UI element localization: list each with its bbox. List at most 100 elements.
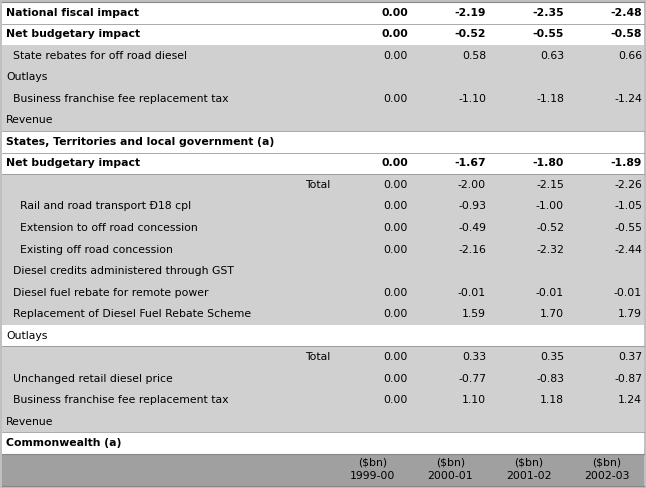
Bar (2, 260, 644, 282)
Bar (2, 23, 644, 45)
Bar (2, 153, 644, 174)
Bar (2, 454, 644, 486)
Bar (2, 174, 644, 196)
Text: Diesel credits administered through GST: Diesel credits administered through GST (6, 266, 234, 276)
Bar (2, 239, 644, 260)
Text: -0.52: -0.52 (455, 29, 486, 40)
Text: 1.18: 1.18 (540, 395, 564, 405)
Bar (2, 346, 644, 368)
Text: 0.00: 0.00 (384, 352, 408, 362)
Text: -2.48: -2.48 (610, 8, 642, 18)
Text: -2.32: -2.32 (536, 244, 564, 255)
Text: Commonwealth (a): Commonwealth (a) (6, 438, 121, 448)
Text: 0.00: 0.00 (384, 374, 408, 384)
Bar (2, 304, 644, 325)
Text: -0.01: -0.01 (458, 287, 486, 298)
Text: -2.16: -2.16 (458, 244, 486, 255)
Text: Diesel fuel rebate for remote power: Diesel fuel rebate for remote power (6, 287, 209, 298)
Text: States, Territories and local government (a): States, Territories and local government… (6, 137, 275, 147)
Text: Outlays: Outlays (6, 330, 47, 341)
Text: 0.35: 0.35 (540, 352, 564, 362)
Text: Replacement of Diesel Fuel Rebate Scheme: Replacement of Diesel Fuel Rebate Scheme (6, 309, 251, 319)
Text: 2002-03: 2002-03 (584, 471, 629, 481)
Text: 1999-00: 1999-00 (350, 471, 395, 481)
Bar (2, 88, 644, 110)
Text: 0.33: 0.33 (462, 352, 486, 362)
Text: -1.18: -1.18 (536, 94, 564, 104)
Text: Existing off road concession: Existing off road concession (6, 244, 173, 255)
Text: ($bn): ($bn) (436, 458, 465, 468)
Bar (2, 196, 644, 217)
Text: ($bn): ($bn) (358, 458, 387, 468)
Text: 1.24: 1.24 (618, 395, 642, 405)
Text: -0.55: -0.55 (614, 223, 642, 233)
Text: 0.58: 0.58 (462, 51, 486, 61)
Text: -1.10: -1.10 (458, 94, 486, 104)
Text: -1.67: -1.67 (454, 159, 486, 168)
Text: 0.63: 0.63 (540, 51, 564, 61)
Bar (2, 110, 644, 131)
Text: -0.77: -0.77 (458, 374, 486, 384)
Text: Net budgetary impact: Net budgetary impact (6, 159, 140, 168)
Text: Extension to off road concession: Extension to off road concession (6, 223, 198, 233)
Bar (2, 368, 644, 389)
Bar (2, 45, 644, 66)
Bar (2, 325, 644, 346)
Text: 0.00: 0.00 (384, 395, 408, 405)
Text: Business franchise fee replacement tax: Business franchise fee replacement tax (6, 94, 229, 104)
Text: -1.05: -1.05 (614, 202, 642, 211)
Text: 0.37: 0.37 (618, 352, 642, 362)
Text: -1.24: -1.24 (614, 94, 642, 104)
Text: Rail and road transport Ð18 cpl: Rail and road transport Ð18 cpl (6, 202, 191, 211)
Text: -1.80: -1.80 (532, 159, 564, 168)
Text: -2.35: -2.35 (532, 8, 564, 18)
Text: 0.00: 0.00 (381, 159, 408, 168)
Text: Unchanged retail diesel price: Unchanged retail diesel price (6, 374, 172, 384)
Text: Total: Total (305, 352, 330, 362)
Text: -1.89: -1.89 (610, 159, 642, 168)
Text: 0.00: 0.00 (381, 29, 408, 40)
Text: Revenue: Revenue (6, 115, 54, 125)
Text: 1.79: 1.79 (618, 309, 642, 319)
Text: 1.70: 1.70 (540, 309, 564, 319)
Text: Total: Total (305, 180, 330, 190)
Bar (2, 432, 644, 454)
Text: 0.00: 0.00 (381, 8, 408, 18)
Text: Revenue: Revenue (6, 417, 54, 427)
Text: 0.00: 0.00 (384, 180, 408, 190)
Text: -0.01: -0.01 (614, 287, 642, 298)
Bar (2, 282, 644, 304)
Text: Outlays: Outlays (6, 72, 47, 82)
Text: 2001-02: 2001-02 (506, 471, 551, 481)
Text: Business franchise fee replacement tax: Business franchise fee replacement tax (6, 395, 229, 405)
Bar (2, 389, 644, 411)
Bar (2, 411, 644, 432)
Text: 2000-01: 2000-01 (428, 471, 474, 481)
Text: 0.00: 0.00 (384, 94, 408, 104)
Text: -0.01: -0.01 (536, 287, 564, 298)
Text: 1.10: 1.10 (462, 395, 486, 405)
Text: ($bn): ($bn) (592, 458, 621, 468)
Text: 0.66: 0.66 (618, 51, 642, 61)
Bar (2, 2, 644, 23)
Bar (2, 131, 644, 153)
Text: -2.19: -2.19 (455, 8, 486, 18)
Text: 0.00: 0.00 (384, 287, 408, 298)
Text: -2.00: -2.00 (458, 180, 486, 190)
Bar (2, 66, 644, 88)
Text: ($bn): ($bn) (514, 458, 543, 468)
Text: 0.00: 0.00 (384, 309, 408, 319)
Text: -0.55: -0.55 (532, 29, 564, 40)
Text: -2.44: -2.44 (614, 244, 642, 255)
Text: -2.26: -2.26 (614, 180, 642, 190)
Text: -0.49: -0.49 (458, 223, 486, 233)
Text: -0.52: -0.52 (536, 223, 564, 233)
Text: Net budgetary impact: Net budgetary impact (6, 29, 140, 40)
Text: -0.87: -0.87 (614, 374, 642, 384)
Text: -0.93: -0.93 (458, 202, 486, 211)
Text: State rebates for off road diesel: State rebates for off road diesel (6, 51, 187, 61)
Text: -0.83: -0.83 (536, 374, 564, 384)
Text: -2.15: -2.15 (536, 180, 564, 190)
Text: 0.00: 0.00 (384, 244, 408, 255)
Text: National fiscal impact: National fiscal impact (6, 8, 139, 18)
